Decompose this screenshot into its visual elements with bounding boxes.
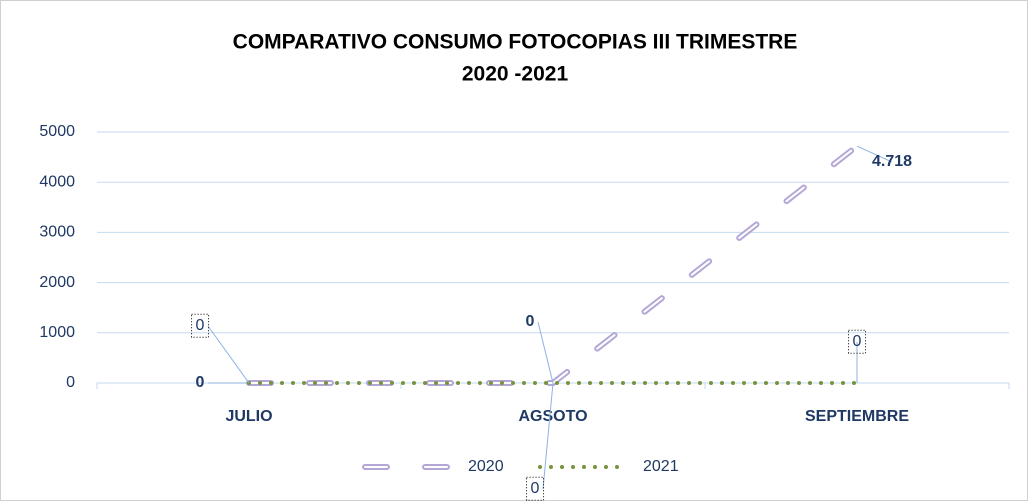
data-label: 4.718 <box>872 153 912 170</box>
legend-label: 2020 <box>468 458 504 475</box>
data-label: 0 <box>526 313 535 330</box>
data-label-box <box>526 476 545 501</box>
y-tick-label: 5000 <box>39 123 75 140</box>
legend-label: 2021 <box>643 458 679 475</box>
y-tick-label: 0 <box>66 374 75 391</box>
data-label: 0 <box>196 374 205 391</box>
chart-title: COMPARATIVO CONSUMO FOTOCOPIAS III TRIME… <box>233 31 798 54</box>
chart-subtitle: 2020 -2021 <box>462 63 569 86</box>
data-label-box <box>191 313 210 338</box>
y-tick-label: 2000 <box>39 274 75 291</box>
x-tick-label: AGSOTO <box>518 408 587 425</box>
leader-line <box>542 382 554 490</box>
leader-line <box>856 145 893 163</box>
data-label: 0 <box>853 333 862 350</box>
x-tick-label: JULIO <box>225 408 272 425</box>
data-label: 0 <box>531 480 540 497</box>
data-label: 0 <box>196 317 205 334</box>
y-tick-label: 4000 <box>39 173 75 190</box>
x-tick-label: SEPTIEMBRE <box>805 408 909 425</box>
leader-line <box>537 321 554 384</box>
y-tick-label: 3000 <box>39 224 75 241</box>
leader-line <box>207 325 250 384</box>
y-tick-label: 1000 <box>39 324 75 341</box>
data-label-box <box>848 329 867 354</box>
